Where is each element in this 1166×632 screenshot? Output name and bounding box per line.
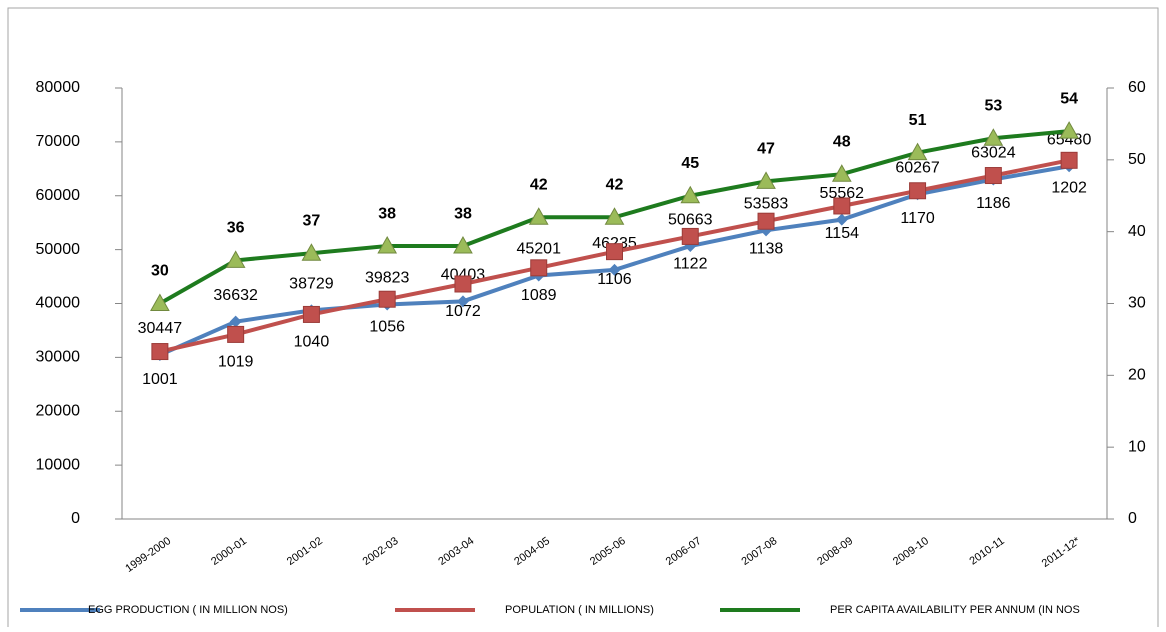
value-label: 1106 [597,271,632,288]
point-marker [984,167,1002,185]
point-marker [1060,151,1078,169]
legend-label: PER CAPITA AVAILABILITY PER ANNUM (IN NO… [830,604,1080,616]
y-tick-label: 60000 [36,187,81,204]
legend-label: POPULATION ( IN MILLIONS) [505,604,654,616]
value-label: 42 [606,177,624,194]
y-tick-label: 20000 [36,402,81,419]
value-label: 30 [151,263,169,280]
value-label: 36 [227,220,245,237]
point-marker [456,295,469,308]
point-marker [225,250,246,268]
value-label: 39823 [365,270,410,287]
y2-tick-label: 30 [1128,295,1146,312]
y-tick-label: 50000 [36,241,81,258]
point-marker [530,259,548,277]
y2-tick-label: 0 [1128,510,1137,527]
value-label: 51 [909,112,927,129]
point-marker [150,293,170,311]
value-label: 63024 [971,145,1016,162]
value-label: 40403 [441,267,486,284]
value-label: 50663 [668,211,713,228]
y2-tick-label: 60 [1128,79,1146,96]
value-label: 47 [757,141,775,158]
value-label: 53 [984,98,1002,115]
point-marker [378,290,396,308]
y-tick-label: 10000 [36,456,81,473]
point-marker [680,185,701,204]
point-marker [302,305,320,323]
value-label: 54 [1060,90,1078,107]
point-marker [757,212,775,230]
value-label: 45 [681,155,699,172]
point-marker [833,197,851,215]
value-label: 45201 [516,241,561,258]
value-label: 53583 [744,196,789,213]
value-label: 37 [303,212,321,229]
value-label: 1072 [445,303,481,320]
value-label: 1001 [142,371,178,388]
value-label: 60267 [895,160,940,177]
y2-tick-label: 40 [1128,223,1146,240]
point-marker [606,243,623,261]
value-label: 1089 [521,287,557,304]
y-tick-label: 80000 [36,79,81,96]
point-marker [831,164,852,182]
y-tick-label: 70000 [36,133,81,150]
point-marker [1059,121,1079,139]
point-marker [756,171,776,189]
point-marker [377,236,398,254]
point-marker [528,207,549,225]
point-marker [604,207,625,225]
value-label: 36632 [213,287,258,304]
chart-frame [7,7,1159,632]
point-marker [983,128,1004,146]
value-label: 1170 [900,210,935,227]
point-marker [909,182,927,200]
y2-tick-label: 20 [1128,367,1146,384]
value-label: 1040 [294,334,330,351]
value-label: 55562 [820,185,865,202]
value-label: 38 [378,205,396,222]
value-label: 65480 [1047,131,1092,148]
value-label: 38 [454,205,472,222]
point-marker [301,243,322,261]
value-label: 30447 [138,320,183,337]
y2-tick-label: 10 [1128,438,1146,455]
point-marker [608,263,621,276]
value-label: 1154 [825,225,860,242]
point-marker [229,315,242,328]
y2-tick-label: 50 [1128,151,1146,168]
value-label: 42 [530,177,548,194]
value-label: 48 [833,133,851,150]
value-label: 1056 [369,318,405,335]
point-marker [907,142,928,161]
y-tick-label: 0 [71,510,80,527]
legend-label: EGG PRODUCTION ( IN MILLION NOS) [88,604,288,616]
value-label: 1122 [673,256,708,273]
value-label: 38729 [289,276,334,293]
point-marker [227,325,245,343]
y-tick-label: 40000 [36,295,81,312]
point-marker [681,227,699,245]
y-tick-label: 30000 [36,349,81,366]
point-marker [151,343,169,361]
point-marker [835,213,848,226]
point-marker [453,236,473,254]
value-label: 1138 [749,240,784,257]
value-label: 1019 [218,354,254,371]
value-label: 1186 [976,195,1011,212]
value-label: 1202 [1051,180,1087,197]
point-marker [454,275,472,293]
